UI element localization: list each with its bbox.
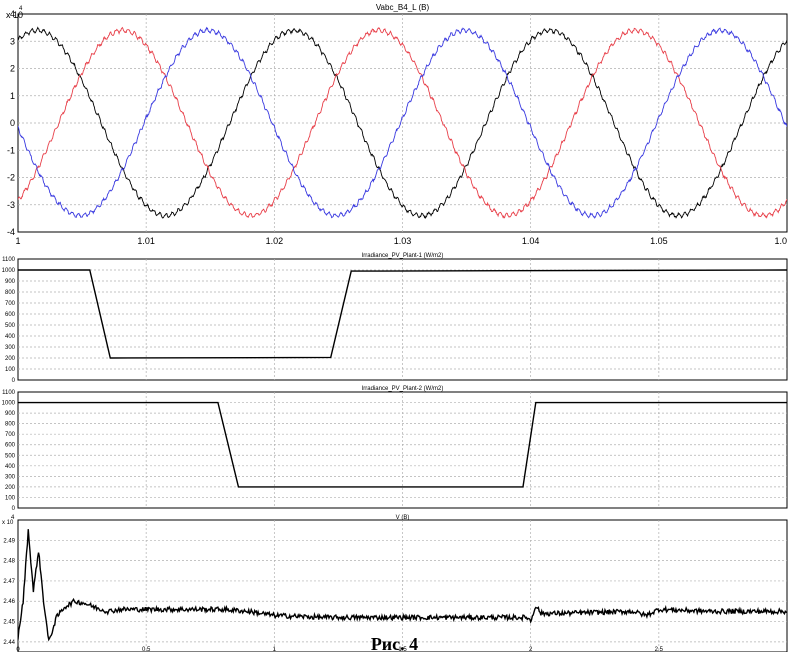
series-line-2 (18, 26, 787, 219)
series-line-3 (18, 26, 787, 219)
x-tick-label: 1.04 (522, 236, 540, 246)
y-tick-label: 2.47 (3, 579, 15, 585)
y-tick-label: 400 (5, 464, 16, 470)
y-tick-label: -2 (7, 173, 15, 183)
y-tick-label: 900 (5, 279, 16, 285)
exponent-label: x 10 (2, 520, 14, 526)
x-tick-label: 1 (15, 236, 20, 246)
y-tick-label: 900 (5, 411, 16, 417)
chart-title: Irradiance_PV_Plant-2 (W/m2) (362, 386, 444, 392)
y-tick-label: -1 (7, 145, 15, 155)
y-tick-label: 4 (10, 9, 15, 19)
series-line-1 (18, 401, 787, 488)
y-tick-label: 600 (5, 443, 16, 449)
series-line-1 (18, 529, 787, 642)
y-tick-label: 300 (5, 345, 16, 351)
y-tick-label: 700 (5, 301, 16, 307)
y-tick-label: 800 (5, 290, 16, 296)
y-tick-label: 1100 (2, 390, 16, 396)
series-line-1 (18, 26, 787, 220)
chart-4: 2.44 2.45 2.46 2.47 2.48 2.49 0 0.5 1 1.5 2 2.5 V (B… (2, 515, 788, 652)
y-tick-label: 2.46 (3, 599, 15, 605)
y-tick-label: 0 (12, 378, 16, 384)
chart-title: Irradiance_PV_Plant-1 (W/m2) (362, 253, 444, 259)
x-tick-label: 1.03 (394, 236, 412, 246)
x-tick-label: 1.5 (398, 647, 407, 652)
exponent-power: 4 (19, 6, 23, 12)
y-tick-label: 600 (5, 312, 16, 318)
y-tick-label: 1 (10, 91, 15, 101)
y-tick-label: 0 (10, 118, 15, 128)
x-tick-label: 1.0 (774, 236, 787, 246)
y-tick-label: 2.45 (3, 620, 15, 626)
x-tick-label: 2.5 (655, 647, 664, 652)
exponent-label: x 10 (6, 10, 23, 20)
x-tick-label: 1.02 (266, 236, 284, 246)
chart-title: V (B) (396, 515, 410, 521)
y-tick-label: 2.49 (3, 538, 15, 544)
x-tick-label: 1 (273, 647, 277, 652)
y-tick-label: -3 (7, 200, 15, 210)
exponent-power: 4 (11, 515, 15, 521)
y-tick-label: 500 (5, 323, 16, 329)
x-tick-label: 1.05 (650, 236, 668, 246)
x-tick-label: 0.5 (142, 647, 151, 652)
y-tick-label: 1000 (2, 401, 16, 407)
figure-caption: Рис. 4 (370, 634, 419, 654)
y-tick-label: 200 (5, 356, 16, 362)
series-line-1 (18, 269, 787, 359)
y-tick-label: -4 (7, 227, 15, 237)
chart-title: Vabc_B4_L (B) (376, 3, 430, 12)
chart-2: 0 100 200 300 400 500 600 700 800 900 1000 1100 Irra… (2, 253, 788, 384)
chart-3: 0 100 200 300 400 500 600 700 800 900 1000 1100 Irra… (2, 386, 788, 512)
y-tick-label: 2.44 (3, 640, 15, 646)
x-tick-label: 0 (16, 647, 20, 652)
x-tick-label: 2 (529, 647, 533, 652)
y-tick-label: 400 (5, 334, 16, 340)
y-tick-label: 0 (12, 506, 16, 512)
y-tick-label: 500 (5, 453, 16, 459)
y-tick-label: 2.48 (3, 559, 15, 565)
y-tick-label: 2 (10, 64, 15, 74)
y-tick-label: 1100 (2, 257, 16, 263)
y-tick-label: 200 (5, 485, 16, 491)
chart-1: -4 -3 -2 -1 0 1 2 3 4 1 1.01 1.02 1.03 1.04 1.05 1.0 Vab… (6, 3, 788, 246)
y-tick-label: 100 (5, 495, 16, 501)
x-tick-label: 1.01 (137, 236, 155, 246)
y-tick-label: 1000 (2, 268, 16, 274)
y-tick-label: 3 (10, 36, 15, 46)
y-tick-label: 300 (5, 474, 16, 480)
y-tick-label: 100 (5, 367, 16, 373)
y-tick-label: 800 (5, 422, 16, 428)
y-tick-label: 700 (5, 432, 16, 438)
